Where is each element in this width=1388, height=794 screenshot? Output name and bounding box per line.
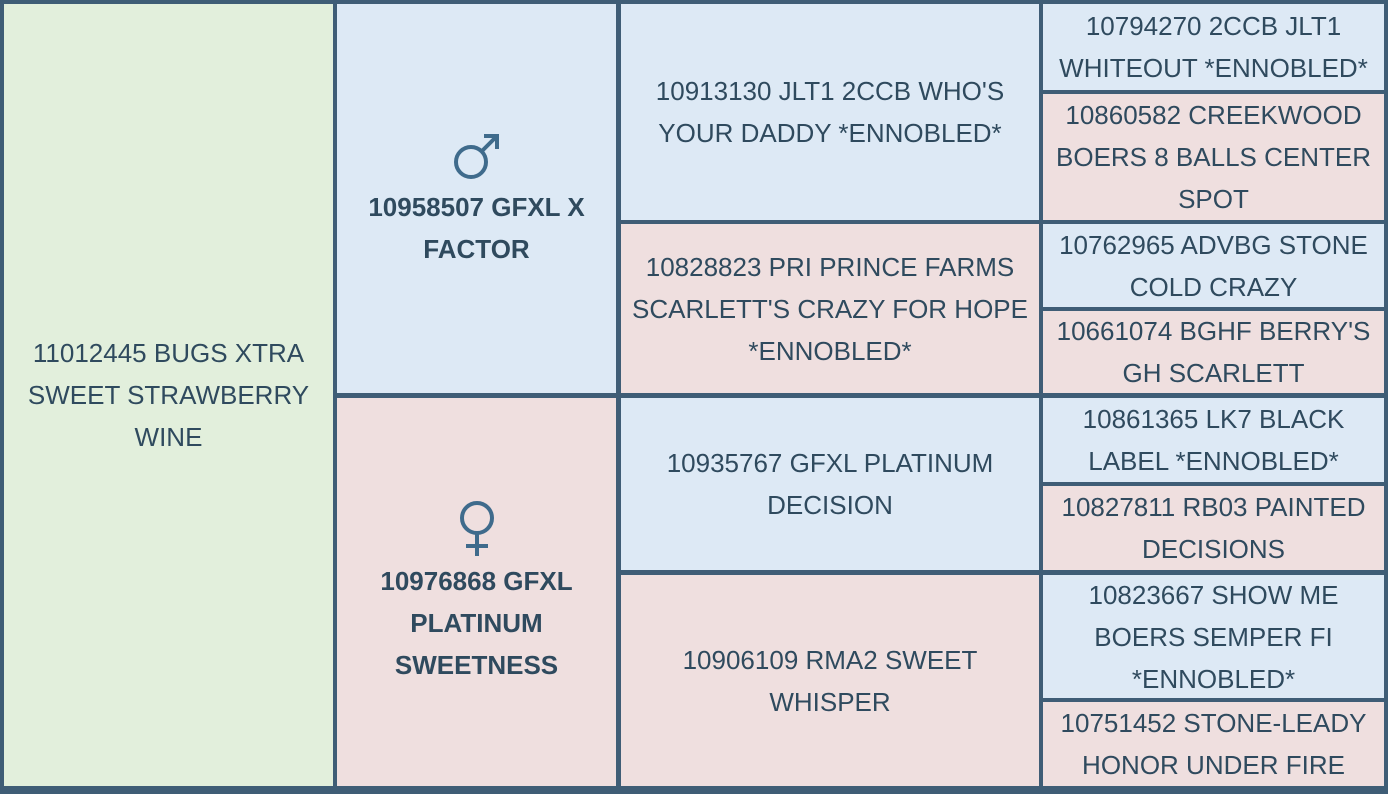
male-icon xyxy=(453,133,499,179)
dam-cell: 10976868 GFXL PLATINUM SWEETNESS xyxy=(337,398,616,786)
ddd-name: 10751452 STONE-LEADY HONOR UNDER FIRE xyxy=(1060,708,1367,780)
sds-name: 10762965 ADVBG STONE COLD CRAZY xyxy=(1059,229,1368,302)
dd-cell: 10906109 RMA2 SWEET WHISPER xyxy=(621,575,1039,786)
sire-cell: 10958507 GFXL X FACTOR xyxy=(337,4,616,393)
sdd-name: 10661074 BGHF BERRY'S GH SCARLETT xyxy=(1056,316,1371,388)
dds-cell: 10823667 SHOW ME BOERS SEMPER FI *ENNOBL… xyxy=(1043,575,1384,698)
sd-name: 10828823 PRI PRINCE FARMS SCARLETT'S CRA… xyxy=(632,251,1028,366)
ssd-cell: 10860582 CREEKWOOD BOERS 8 BALLS CENTER … xyxy=(1043,94,1384,220)
sdd-cell: 10661074 BGHF BERRY'S GH SCARLETT xyxy=(1043,311,1384,393)
dsd-name: 10827811 RB03 PAINTED DECISIONS xyxy=(1061,492,1366,564)
ssd-name: 10860582 CREEKWOOD BOERS 8 BALLS CENTER … xyxy=(1056,100,1371,214)
ds-cell: 10935767 GFXL PLATINUM DECISION xyxy=(621,398,1039,570)
sire-name: 10958507 GFXL X FACTOR xyxy=(368,191,585,264)
female-icon xyxy=(459,501,494,556)
dam-name: 10976868 GFXL PLATINUM SWEETNESS xyxy=(380,566,573,680)
dss-cell: 10861365 LK7 BLACK LABEL *ENNOBLED* xyxy=(1043,398,1384,482)
dsd-cell: 10827811 RB03 PAINTED DECISIONS xyxy=(1043,486,1384,570)
subject-name: 11012445 BUGS XTRA SWEET STRAWBERRY WINE xyxy=(27,338,310,452)
sds-cell: 10762965 ADVBG STONE COLD CRAZY xyxy=(1043,224,1384,307)
sss-cell: 10794270 2CCB JLT1 WHITEOUT *ENNOBLED* xyxy=(1043,4,1384,90)
ddd-cell: 10751452 STONE-LEADY HONOR UNDER FIRE xyxy=(1043,702,1384,786)
sss-name: 10794270 2CCB JLT1 WHITEOUT *ENNOBLED* xyxy=(1059,11,1368,83)
ds-name: 10935767 GFXL PLATINUM DECISION xyxy=(666,448,994,520)
dds-name: 10823667 SHOW ME BOERS SEMPER FI *ENNOBL… xyxy=(1088,579,1339,694)
sd-cell: 10828823 PRI PRINCE FARMS SCARLETT'S CRA… xyxy=(621,224,1039,393)
dd-name: 10906109 RMA2 SWEET WHISPER xyxy=(682,644,978,717)
subject-cell: 11012445 BUGS XTRA SWEET STRAWBERRY WINE xyxy=(4,4,333,786)
dss-name: 10861365 LK7 BLACK LABEL *ENNOBLED* xyxy=(1082,404,1345,476)
ss-name: 10913130 JLT1 2CCB WHO'S YOUR DADDY *ENN… xyxy=(655,76,1005,148)
ss-cell: 10913130 JLT1 2CCB WHO'S YOUR DADDY *ENN… xyxy=(621,4,1039,220)
